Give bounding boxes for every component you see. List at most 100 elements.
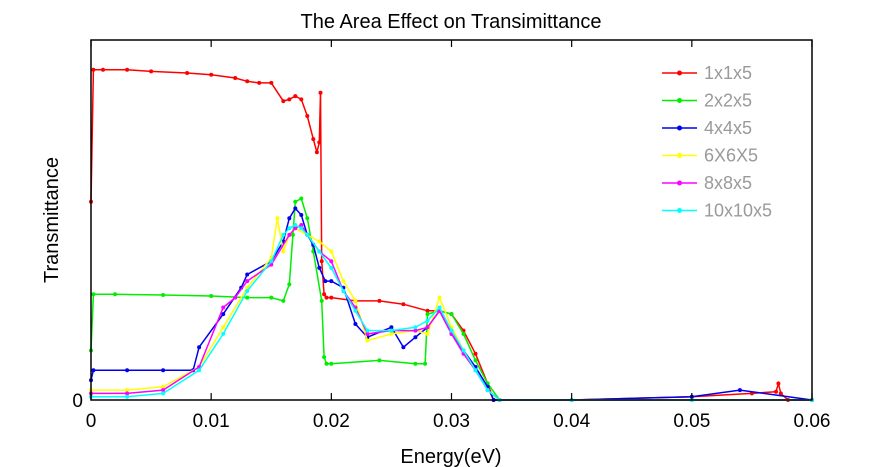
data-point	[275, 216, 280, 221]
data-point	[353, 322, 358, 326]
data-point	[281, 99, 286, 104]
data-point	[473, 368, 478, 373]
x-tick-label: 0.01	[193, 411, 230, 432]
data-point	[322, 355, 327, 360]
data-point	[305, 232, 310, 237]
data-point	[413, 325, 418, 330]
data-point	[245, 289, 250, 293]
data-point	[293, 223, 298, 227]
data-point	[425, 318, 430, 323]
data-point	[778, 391, 783, 396]
data-point	[389, 331, 394, 336]
data-point	[293, 226, 298, 231]
legend-item: 10x10x5	[662, 201, 772, 221]
legend-label: 4x4x5	[704, 118, 752, 138]
data-point	[113, 292, 117, 297]
data-point	[293, 199, 298, 204]
data-point	[299, 196, 304, 201]
data-point	[91, 368, 96, 373]
data-point	[365, 331, 370, 336]
data-point	[290, 232, 295, 237]
y-tick-label: 0	[72, 391, 83, 412]
x-tick-label: 0	[86, 411, 97, 432]
data-point	[319, 259, 324, 264]
data-point	[461, 348, 466, 353]
data-point	[413, 361, 418, 366]
data-point	[318, 90, 323, 95]
data-point	[449, 312, 454, 317]
data-point	[125, 394, 130, 399]
data-point	[324, 295, 329, 300]
data-point	[317, 140, 322, 145]
data-point	[233, 295, 238, 300]
data-point	[125, 391, 130, 396]
data-point	[287, 226, 292, 231]
data-point	[209, 294, 214, 298]
series-4x4x5	[89, 206, 814, 402]
legend-item: 1x1x5	[662, 63, 752, 83]
data-point	[329, 249, 334, 254]
data-point	[329, 265, 334, 270]
data-point	[776, 381, 781, 386]
data-point	[401, 302, 406, 307]
data-point	[425, 325, 430, 330]
data-point	[161, 384, 166, 389]
x-axis-label: Energy(eV)	[400, 446, 501, 467]
data-point	[197, 345, 202, 350]
series-6X6X5	[89, 216, 814, 402]
data-point	[125, 67, 130, 72]
series-line	[91, 218, 812, 401]
data-point	[317, 239, 322, 244]
data-point	[245, 272, 250, 277]
data-point	[221, 325, 226, 330]
legend-swatch-marker	[677, 208, 682, 213]
data-point	[125, 388, 130, 393]
data-point	[233, 76, 238, 80]
data-point	[185, 71, 190, 75]
data-point	[161, 368, 166, 373]
data-point	[329, 259, 334, 264]
data-point	[377, 298, 382, 303]
series-10x10x5	[89, 223, 814, 402]
data-point	[245, 279, 250, 284]
data-point	[281, 249, 286, 254]
data-point	[161, 391, 166, 396]
data-point	[299, 97, 304, 102]
x-tick-label: 0.02	[313, 411, 350, 432]
data-point	[281, 232, 286, 237]
legend-swatch-marker	[677, 180, 682, 186]
data-point	[353, 308, 358, 313]
data-point	[281, 298, 286, 303]
legend-label: 1x1x5	[704, 63, 752, 83]
data-point	[314, 150, 319, 155]
legend-swatch-marker	[677, 125, 682, 131]
data-point	[323, 279, 328, 284]
data-point	[245, 295, 250, 300]
data-point	[149, 69, 154, 74]
data-point	[161, 388, 166, 393]
data-point	[293, 206, 298, 211]
data-point	[287, 216, 292, 221]
legend-label: 8x8x5	[704, 173, 752, 193]
data-point	[317, 265, 322, 270]
data-point	[269, 80, 274, 85]
data-point	[365, 338, 370, 343]
data-point	[311, 137, 316, 142]
ticks-layer: 0 0.01 0.02 0.03 0.04 0.05 0.06 0	[72, 40, 830, 432]
legend-item: 4x4x5	[662, 118, 752, 138]
data-point	[317, 249, 322, 254]
data-point	[377, 358, 382, 363]
data-point	[101, 67, 105, 72]
data-point	[299, 213, 304, 217]
data-point	[91, 292, 96, 297]
data-point	[287, 232, 292, 237]
data-point	[425, 308, 430, 313]
data-point	[737, 388, 742, 393]
data-point	[269, 259, 274, 264]
legend-swatch-marker	[677, 98, 682, 103]
y-axis-label: Transmittance	[41, 157, 63, 283]
data-point	[329, 361, 334, 366]
data-point	[329, 279, 334, 284]
data-point	[319, 298, 324, 303]
